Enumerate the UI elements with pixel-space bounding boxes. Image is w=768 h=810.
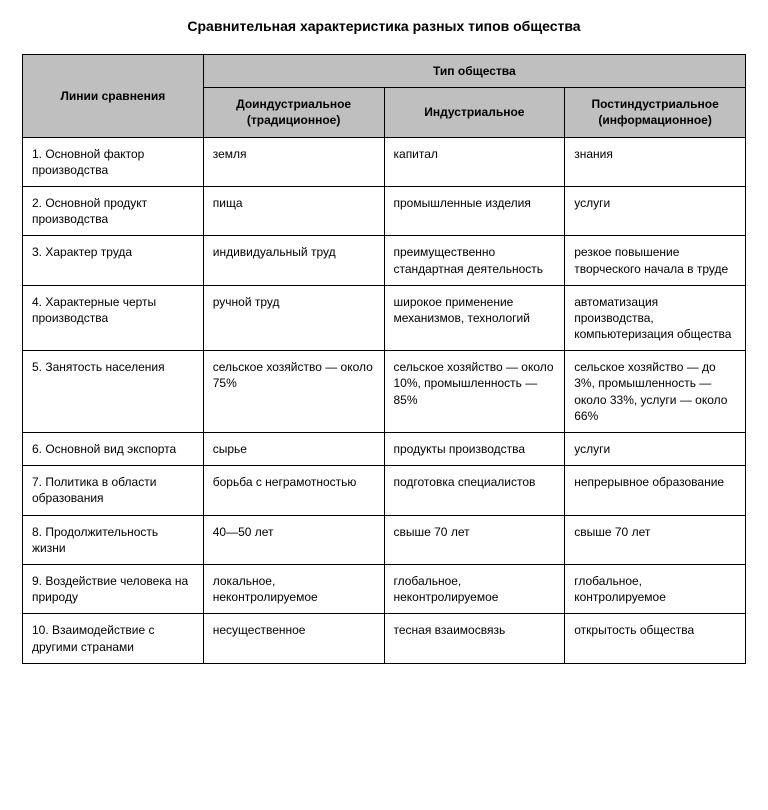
table-row: 3. Характер труда индивидуальный труд пр… <box>23 236 746 285</box>
table-row: 4. Характерные черты производства ручной… <box>23 285 746 351</box>
cell-industrial: преимущественно стандартная деятельность <box>384 236 565 285</box>
cell-industrial: глобальное, неконтролируемое <box>384 564 565 613</box>
cell-industrial: подготовка специалистов <box>384 466 565 515</box>
table-row: 5. Занятость населения сельское хозяйств… <box>23 351 746 433</box>
cell-postindustrial: автоматизация производства, компьютериза… <box>565 285 746 351</box>
row-label: 3. Характер труда <box>23 236 204 285</box>
cell-postindustrial: услуги <box>565 186 746 235</box>
row-label: 6. Основной вид экспорта <box>23 433 204 466</box>
cell-postindustrial: непрерывное образование <box>565 466 746 515</box>
cell-postindustrial: открытость общества <box>565 614 746 663</box>
row-label: 7. Политика в области образования <box>23 466 204 515</box>
table-header-row-1: Линии сравнения Тип общества <box>23 55 746 88</box>
cell-industrial: тесная взаимосвязь <box>384 614 565 663</box>
cell-industrial: широкое применение механизмов, технологи… <box>384 285 565 351</box>
cell-postindustrial: знания <box>565 137 746 186</box>
cell-postindustrial: резкое повышение творческого начала в тр… <box>565 236 746 285</box>
table-row: 8. Продолжительность жизни 40—50 лет свы… <box>23 515 746 564</box>
table-row: 6. Основной вид экспорта сырье продукты … <box>23 433 746 466</box>
cell-postindustrial: сельское хозяйство — до 3%, промышленнос… <box>565 351 746 433</box>
lines-header: Линии сравнения <box>23 55 204 138</box>
row-label: 4. Характерные черты производства <box>23 285 204 351</box>
cell-preindustrial: сырье <box>203 433 384 466</box>
row-label: 5. Занятость населения <box>23 351 204 433</box>
table-row: 10. Взаимодействие с другими странами не… <box>23 614 746 663</box>
cell-preindustrial: ручной труд <box>203 285 384 351</box>
cell-preindustrial: сельское хозяйство — около 75% <box>203 351 384 433</box>
cell-industrial: промышленные изделия <box>384 186 565 235</box>
row-label: 8. Продолжительность жизни <box>23 515 204 564</box>
cell-preindustrial: локальное, неконтролируемое <box>203 564 384 613</box>
col-postindustrial: Постиндустриальное (информационное) <box>565 88 746 137</box>
cell-industrial: продукты производства <box>384 433 565 466</box>
col-preindustrial: Доиндустриальное (традиционное) <box>203 88 384 137</box>
table-row: 7. Политика в области образования борьба… <box>23 466 746 515</box>
comparison-table: Линии сравнения Тип общества Доиндустриа… <box>22 54 746 664</box>
col-industrial: Индустриальное <box>384 88 565 137</box>
cell-industrial: сельское хозяйство — около 10%, промышле… <box>384 351 565 433</box>
cell-industrial: свыше 70 лет <box>384 515 565 564</box>
cell-industrial: капитал <box>384 137 565 186</box>
cell-postindustrial: глобальное, контролируемое <box>565 564 746 613</box>
cell-preindustrial: борьба с неграмотностью <box>203 466 384 515</box>
cell-postindustrial: свыше 70 лет <box>565 515 746 564</box>
cell-preindustrial: 40—50 лет <box>203 515 384 564</box>
table-row: 9. Воздействие человека на природу локал… <box>23 564 746 613</box>
cell-preindustrial: пища <box>203 186 384 235</box>
row-label: 2. Основной продукт производства <box>23 186 204 235</box>
row-label: 1. Основной фактор производства <box>23 137 204 186</box>
table-body: 1. Основной фактор производства земля ка… <box>23 137 746 663</box>
row-label: 10. Взаимодействие с другими странами <box>23 614 204 663</box>
cell-preindustrial: индивидуальный труд <box>203 236 384 285</box>
table-row: 2. Основной продукт производства пища пр… <box>23 186 746 235</box>
cell-preindustrial: несущественное <box>203 614 384 663</box>
table-row: 1. Основной фактор производства земля ка… <box>23 137 746 186</box>
row-label: 9. Воздействие человека на природу <box>23 564 204 613</box>
page-title: Сравнительная характеристика разных типо… <box>22 18 746 34</box>
society-type-header: Тип общества <box>203 55 745 88</box>
cell-preindustrial: земля <box>203 137 384 186</box>
cell-postindustrial: услуги <box>565 433 746 466</box>
